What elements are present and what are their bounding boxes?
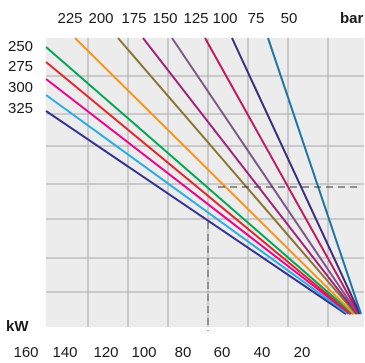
- left-tick-label: 250: [8, 38, 33, 55]
- series-line: [45, 46, 354, 315]
- bottom-axis-unit: kW: [6, 318, 29, 335]
- series-line: [45, 110, 347, 315]
- top-tick-label: 125: [183, 10, 208, 27]
- series-line: [117, 37, 357, 315]
- series-group: [45, 37, 362, 315]
- series-line: [45, 78, 351, 315]
- series-line: [171, 37, 359, 315]
- top-tick-label: 100: [212, 10, 237, 27]
- series-line: [142, 37, 358, 315]
- series-line: [74, 37, 355, 315]
- bottom-tick-label: 80: [175, 344, 192, 361]
- series-line: [45, 94, 349, 315]
- bottom-tick-label: 160: [13, 344, 38, 361]
- bottom-tick-label: 120: [93, 344, 118, 361]
- top-axis-unit: bar: [340, 10, 364, 27]
- top-tick-label: 75: [248, 10, 265, 27]
- top-tick-label: 50: [281, 10, 298, 27]
- bottom-tick-label: 140: [52, 344, 77, 361]
- left-tick-label: 325: [8, 100, 33, 117]
- bottom-tick-label: 40: [254, 344, 271, 361]
- axis-labels: 225 200 175 150 125 100 75 50 bar250275300325kW1…: [6, 10, 364, 361]
- left-tick-label: 300: [8, 79, 33, 96]
- left-tick-label: 275: [8, 58, 33, 75]
- bottom-tick-label: 20: [294, 344, 311, 361]
- guide-lines: [207, 186, 360, 331]
- bottom-tick-label: 60: [214, 344, 231, 361]
- bottom-tick-label: 100: [131, 344, 156, 361]
- series-line: [204, 37, 360, 315]
- top-tick-label: 150: [152, 10, 177, 27]
- series-line: [267, 37, 362, 315]
- top-tick-label: 200: [88, 10, 113, 27]
- series-line: [45, 61, 352, 315]
- series-line: [231, 37, 361, 315]
- top-tick-label: 225: [57, 10, 82, 27]
- top-tick-label: 175: [121, 10, 146, 27]
